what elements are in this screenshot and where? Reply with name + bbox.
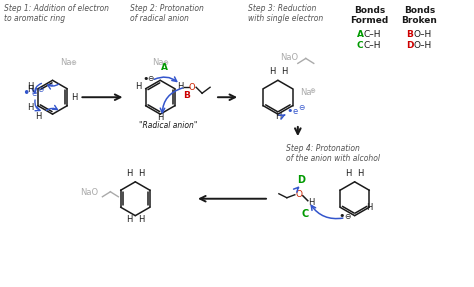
Text: ⊕: ⊕	[162, 60, 168, 66]
Text: •: •	[22, 87, 29, 100]
Text: ⊖: ⊖	[345, 212, 351, 221]
Text: C: C	[301, 209, 309, 219]
Text: D: D	[297, 175, 305, 185]
Text: O–H: O–H	[413, 41, 432, 51]
Text: H: H	[157, 113, 164, 122]
Text: H: H	[135, 82, 141, 91]
Text: Step 1: Addition of electron
to aromatic ring: Step 1: Addition of electron to aromatic…	[4, 4, 109, 23]
Text: NaO: NaO	[280, 53, 298, 62]
Text: H: H	[177, 82, 183, 91]
Text: Na: Na	[152, 58, 164, 67]
Text: ⊖: ⊖	[37, 85, 44, 94]
Text: Na: Na	[61, 58, 72, 67]
Text: D: D	[407, 41, 414, 51]
Text: Na: Na	[300, 88, 311, 97]
Text: Bonds: Bonds	[354, 6, 385, 15]
Text: H: H	[27, 85, 34, 94]
Text: •: •	[143, 73, 149, 84]
Text: H: H	[35, 112, 41, 121]
Text: H: H	[275, 112, 281, 121]
Text: A: A	[356, 30, 364, 38]
Text: H: H	[138, 169, 145, 178]
Text: C–H: C–H	[364, 41, 381, 51]
Text: H: H	[126, 169, 133, 178]
Text: ⊖: ⊖	[298, 103, 304, 112]
Text: B: B	[182, 91, 190, 100]
Text: Step 2: Protonation
of radical anion: Step 2: Protonation of radical anion	[130, 4, 204, 23]
Text: Step 3: Reduction
with single electron: Step 3: Reduction with single electron	[248, 4, 323, 23]
Text: e: e	[293, 107, 298, 116]
Text: H: H	[27, 82, 34, 91]
Text: A: A	[161, 63, 168, 72]
Text: e: e	[32, 89, 37, 98]
Text: H: H	[138, 215, 145, 224]
Text: NaO: NaO	[81, 188, 99, 197]
Text: O: O	[189, 83, 195, 92]
Text: •: •	[338, 211, 345, 221]
Text: ⊖: ⊖	[147, 73, 154, 83]
Text: H: H	[366, 203, 372, 212]
Text: •: •	[286, 106, 292, 116]
Text: H: H	[27, 103, 34, 112]
Text: C: C	[356, 41, 363, 51]
Text: Step 4: Protonation
of the anion with alcohol: Step 4: Protonation of the anion with al…	[286, 144, 380, 163]
Text: H: H	[346, 169, 352, 178]
Text: H: H	[269, 67, 275, 76]
Text: H: H	[71, 93, 78, 102]
Text: B: B	[407, 30, 413, 38]
Text: ⊕: ⊕	[310, 88, 316, 94]
Text: H: H	[357, 169, 364, 178]
Text: Formed: Formed	[350, 15, 389, 25]
Text: Bonds: Bonds	[404, 6, 435, 15]
Text: "Radical anion": "Radical anion"	[139, 121, 197, 130]
Text: H: H	[309, 198, 315, 207]
Text: H: H	[281, 67, 287, 76]
Text: ⊕: ⊕	[71, 60, 76, 66]
Text: O–H: O–H	[413, 30, 432, 38]
Text: C–H: C–H	[364, 30, 381, 38]
Text: O: O	[295, 190, 302, 199]
Text: Broken: Broken	[401, 15, 438, 25]
Text: H: H	[126, 215, 133, 224]
